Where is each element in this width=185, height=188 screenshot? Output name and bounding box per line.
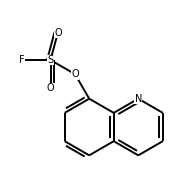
Text: O: O (54, 28, 62, 38)
Text: O: O (71, 69, 79, 79)
Text: O: O (47, 83, 54, 93)
Text: N: N (134, 94, 142, 104)
Text: F: F (19, 55, 25, 65)
Text: S: S (48, 55, 54, 65)
